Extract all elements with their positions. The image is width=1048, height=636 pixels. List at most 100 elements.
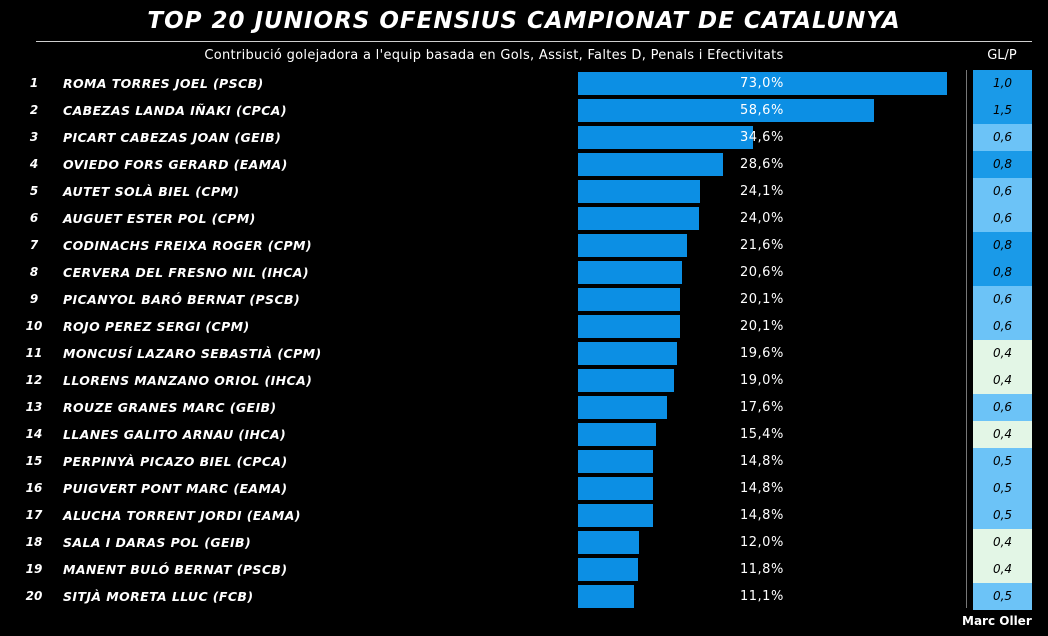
player-name-label: LLANES GALITO ARNAU (IHCA) — [63, 427, 287, 442]
bar — [578, 153, 723, 176]
rank-label: 16 — [25, 481, 43, 495]
glp-cell: 0,6 — [973, 394, 1032, 421]
rank-label: 13 — [25, 400, 43, 414]
player-name-label: SITJÀ MORETA LLUC (FCB) — [63, 589, 254, 604]
player-name-label: LLORENS MANZANO ORIOL (IHCA) — [63, 373, 313, 388]
bar — [578, 207, 699, 230]
bar-value-label: 19,0% — [740, 373, 784, 388]
bar — [578, 126, 753, 149]
bar — [578, 558, 638, 581]
bar-value-label: 19,6% — [740, 346, 784, 361]
bar — [578, 450, 653, 473]
rank-label: 20 — [25, 589, 43, 603]
glp-cell: 0,5 — [973, 475, 1032, 502]
bar-value-label: 28,6% — [740, 157, 784, 172]
glp-cell: 0,4 — [973, 556, 1032, 583]
bar — [578, 504, 653, 527]
chart-row: 17 ALUCHA TORRENT JORDI (EAMA) 14,8% 0,5 — [0, 502, 1048, 529]
glp-cell: 0,4 — [973, 421, 1032, 448]
glp-cell: 0,6 — [973, 286, 1032, 313]
bar-value-label: 12,0% — [740, 535, 784, 550]
chart-row: 16 PUIGVERT PONT MARC (EAMA) 14,8% 0,5 — [0, 475, 1048, 502]
player-name-label: CODINACHS FREIXA ROGER (CPM) — [63, 238, 313, 253]
chart-row: 6 AUGUET ESTER POL (CPM) 24,0% 0,6 — [0, 205, 1048, 232]
bar-value-label: 11,1% — [740, 589, 784, 604]
rank-label: 17 — [25, 508, 43, 522]
player-name-label: CABEZAS LANDA IÑAKI (CPCA) — [63, 103, 287, 118]
chart-row: 9 PICANYOL BARÓ BERNAT (PSCB) 20,1% 0,6 — [0, 286, 1048, 313]
bar — [578, 234, 687, 257]
bar — [578, 288, 680, 311]
glp-cell: 0,4 — [973, 367, 1032, 394]
player-name-label: ALUCHA TORRENT JORDI (EAMA) — [63, 508, 301, 523]
column-divider — [966, 70, 967, 608]
bar-value-label: 58,6% — [740, 103, 784, 118]
rank-label: 12 — [25, 373, 43, 387]
bar — [578, 99, 874, 122]
chart-row: 5 AUTET SOLÀ BIEL (CPM) 24,1% 0,6 — [0, 178, 1048, 205]
glp-cell: 0,8 — [973, 232, 1032, 259]
bar-value-label: 14,8% — [740, 481, 784, 496]
chart-row: 18 SALA I DARAS POL (GEIB) 12,0% 0,4 — [0, 529, 1048, 556]
glp-cell: 0,4 — [973, 529, 1032, 556]
rank-label: 2 — [29, 103, 39, 117]
bar — [578, 531, 639, 554]
bar-value-label: 24,0% — [740, 211, 784, 226]
chart-row: 3 PICART CABEZAS JOAN (GEIB) 34,6% 0,6 — [0, 124, 1048, 151]
rank-label: 14 — [25, 427, 43, 441]
author-credit: Marc Oller — [962, 614, 1032, 628]
chart-row: 13 ROUZE GRANES MARC (GEIB) 17,6% 0,6 — [0, 394, 1048, 421]
bar — [578, 423, 656, 446]
bar-value-label: 34,6% — [740, 130, 784, 145]
glp-cell: 1,5 — [973, 97, 1032, 124]
glp-cell: 0,8 — [973, 259, 1032, 286]
bar-value-label: 20,6% — [740, 265, 784, 280]
chart-subtitle: Contribució golejadora a l'equip basada … — [204, 48, 784, 63]
rank-label: 3 — [29, 130, 39, 144]
player-name-label: AUGUET ESTER POL (CPM) — [63, 211, 256, 226]
player-name-label: ROUZE GRANES MARC (GEIB) — [63, 400, 277, 415]
player-name-label: PUIGVERT PONT MARC (EAMA) — [63, 481, 288, 496]
chart-row: 4 OVIEDO FORS GERARD (EAMA) 28,6% 0,8 — [0, 151, 1048, 178]
rank-label: 15 — [25, 454, 43, 468]
bar — [578, 72, 947, 95]
title-underline — [36, 41, 1032, 42]
chart-title: TOP 20 JUNIORS OFENSIUS CAMPIONAT DE CAT… — [147, 8, 901, 34]
rank-label: 8 — [29, 265, 39, 279]
chart-row: 14 LLANES GALITO ARNAU (IHCA) 15,4% 0,4 — [0, 421, 1048, 448]
bar — [578, 261, 682, 284]
rank-label: 4 — [29, 157, 39, 171]
bar — [578, 585, 634, 608]
bar-value-label: 15,4% — [740, 427, 784, 442]
player-name-label: ROJO PEREZ SERGI (CPM) — [63, 319, 250, 334]
rank-label: 1 — [29, 76, 39, 90]
rank-label: 6 — [29, 211, 39, 225]
player-name-label: CERVERA DEL FRESNO NIL (IHCA) — [63, 265, 309, 280]
bar — [578, 396, 667, 419]
player-name-label: OVIEDO FORS GERARD (EAMA) — [63, 157, 288, 172]
player-name-label: PICART CABEZAS JOAN (GEIB) — [63, 130, 282, 145]
glp-cell: 0,5 — [973, 502, 1032, 529]
bar — [578, 342, 677, 365]
bar-value-label: 73,0% — [740, 76, 784, 91]
glp-cell: 0,6 — [973, 124, 1032, 151]
bar-value-label: 20,1% — [740, 292, 784, 307]
bar — [578, 369, 674, 392]
chart-row: 11 MONCUSÍ LAZARO SEBASTIÀ (CPM) 19,6% 0,4 — [0, 340, 1048, 367]
chart-row: 10 ROJO PEREZ SERGI (CPM) 20,1% 0,6 — [0, 313, 1048, 340]
rank-label: 9 — [29, 292, 39, 306]
chart-row: 12 LLORENS MANZANO ORIOL (IHCA) 19,0% 0,4 — [0, 367, 1048, 394]
bar-value-label: 14,8% — [740, 454, 784, 469]
glp-cell: 0,6 — [973, 205, 1032, 232]
bar-value-label: 24,1% — [740, 184, 784, 199]
bar-value-label: 17,6% — [740, 400, 784, 415]
player-name-label: PERPINYÀ PICAZO BIEL (CPCA) — [63, 454, 288, 469]
rank-label: 18 — [25, 535, 43, 549]
glp-cell: 0,5 — [973, 448, 1032, 475]
chart-row: 7 CODINACHS FREIXA ROGER (CPM) 21,6% 0,8 — [0, 232, 1048, 259]
bar-value-label: 21,6% — [740, 238, 784, 253]
chart-row: 8 CERVERA DEL FRESNO NIL (IHCA) 20,6% 0,8 — [0, 259, 1048, 286]
bar-value-label: 11,8% — [740, 562, 784, 577]
glp-cell: 1,0 — [973, 70, 1032, 97]
bar-value-label: 20,1% — [740, 319, 784, 334]
